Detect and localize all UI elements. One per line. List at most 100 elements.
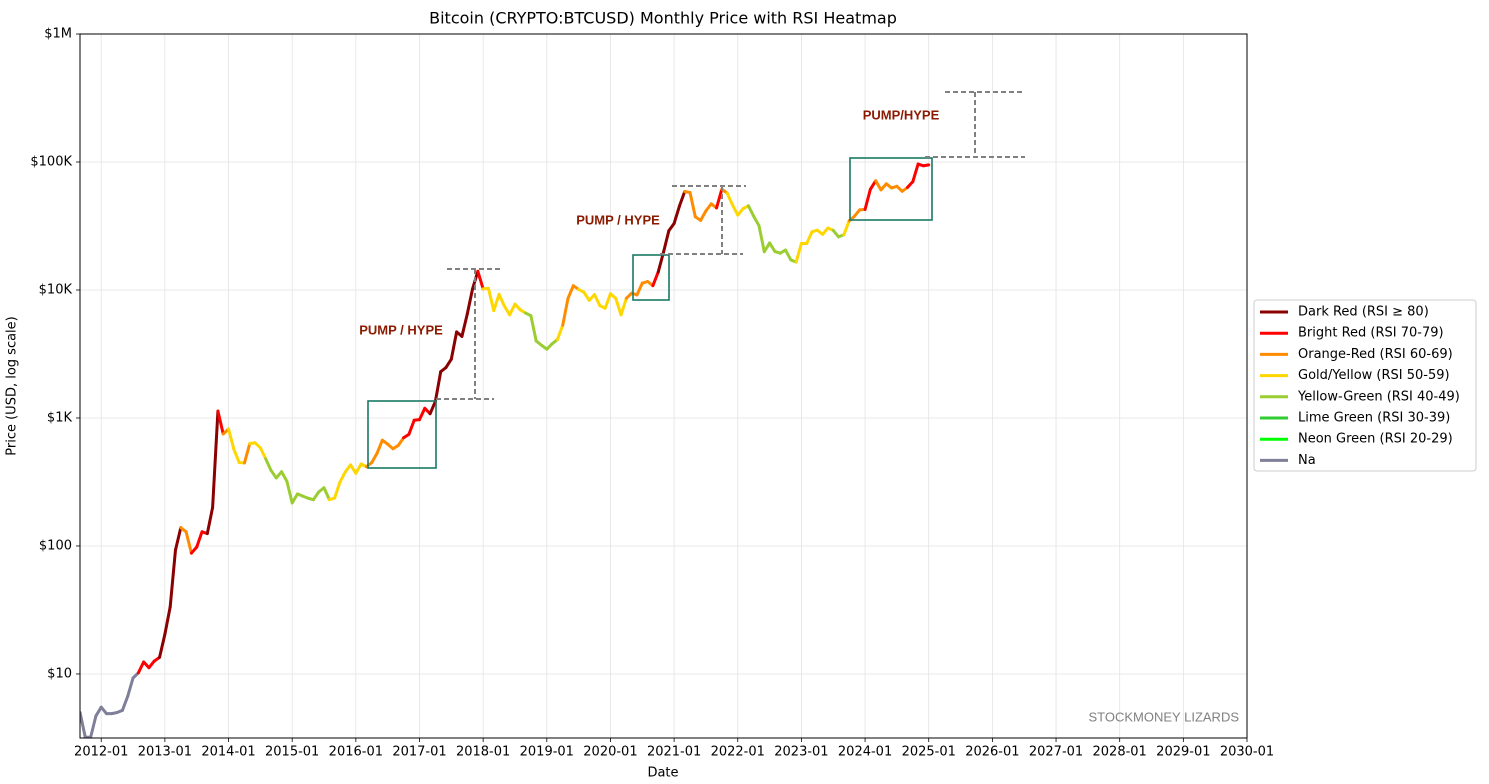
price-segment: [168, 548, 177, 609]
price-segment: [863, 187, 872, 211]
price-segment: [205, 505, 215, 536]
x-tick-label: 2016-01: [329, 745, 383, 760]
price-segment: [80, 710, 87, 738]
price-segment: [195, 530, 204, 549]
legend-label: Na: [1298, 453, 1316, 468]
price-segment: [173, 526, 183, 552]
x-tick-label: 2019-01: [520, 745, 574, 760]
price-segment: [614, 296, 623, 317]
x-tick-label: 2017-01: [392, 745, 446, 760]
price-segment: [375, 438, 384, 455]
annotation: PUMP/HYPE: [863, 107, 940, 122]
price-segment: [874, 179, 883, 192]
highlight-box: [367, 400, 437, 469]
legend-label: Gold/Yellow (RSI 50-59): [1298, 368, 1450, 383]
x-tick-label: 2027-01: [1029, 745, 1083, 760]
price-segment: [529, 314, 538, 343]
price-segment: [662, 229, 671, 254]
price-segment: [566, 284, 575, 300]
price-segment: [290, 492, 299, 505]
highlight-box: [632, 254, 670, 301]
x-tick-label: 2022-01: [711, 745, 765, 760]
price-segment: [555, 323, 565, 342]
price-segment: [280, 470, 289, 483]
price-segment: [635, 281, 644, 297]
price-segment: [444, 357, 453, 369]
price-segment: [651, 270, 660, 288]
legend-label: Dark Red (RSI ≥ 80): [1298, 305, 1429, 320]
price-segment: [805, 230, 814, 245]
price-segment: [667, 221, 676, 233]
annotations: PUMP / HYPE PUMP / HYPE PUMP/HYPE: [359, 91, 1025, 469]
chart-title: Bitcoin (CRYPTO:BTCUSD) Monthly Price wi…: [429, 9, 897, 28]
legend: [1253, 299, 1477, 472]
price-segment: [94, 705, 103, 718]
price-segment: [688, 191, 697, 219]
price-segment: [428, 399, 437, 416]
price-segment: [322, 486, 331, 502]
legend-items: Dark Red (RSI ≥ 80) Bright Red (RSI 70-79…: [1260, 305, 1460, 468]
price-segment: [333, 480, 342, 500]
price-segment: [476, 269, 485, 291]
x-tick-label: 2013-01: [138, 745, 192, 760]
price-segment: [285, 479, 294, 505]
legend-label: Lime Green (RSI 30-39): [1298, 411, 1450, 426]
y-tick-label: $100: [39, 538, 72, 553]
price-segment: [762, 241, 772, 254]
legend-label: Bright Red (RSI 70-79): [1298, 326, 1444, 341]
x-tick-label: 2028-01: [1093, 745, 1147, 760]
annotation: PUMP / HYPE: [359, 322, 443, 337]
plot-frame: [79, 33, 1248, 739]
y-tick-label: $10K: [39, 282, 73, 297]
x-tick-label: 2025-01: [902, 745, 956, 760]
x-tick-label: 2024-01: [838, 745, 892, 760]
y-tick-label: $10: [47, 666, 72, 681]
x-tick-label: 2012-01: [74, 745, 128, 760]
price-segment: [794, 241, 803, 264]
price-segment: [619, 296, 628, 317]
price-segment: [258, 446, 268, 461]
price-segment: [486, 286, 496, 313]
price-segment: [136, 660, 146, 675]
legend-label: Yellow-Green (RSI 40-49): [1297, 389, 1460, 404]
x-tick-label: 2015-01: [265, 745, 319, 760]
price-segment: [842, 219, 851, 237]
price-segment: [120, 694, 130, 712]
price-segment: [911, 162, 920, 184]
price-segment: [407, 418, 416, 436]
price-segment: [672, 204, 681, 225]
price-segment: [561, 296, 570, 327]
y-axis-label: Price (USD, log scale): [5, 316, 20, 455]
price-segment: [593, 293, 602, 308]
price-segment: [492, 292, 501, 313]
price-segment: [715, 187, 724, 210]
x-tick-label: 2030-01: [1220, 745, 1274, 760]
x-tick-label: 2023-01: [774, 745, 828, 760]
price-segment: [211, 409, 220, 509]
price-segment: [184, 530, 193, 555]
price-segment: [158, 632, 167, 659]
price-segment: [460, 312, 469, 338]
y-tick-label: $1M: [44, 27, 72, 42]
price-segment: [126, 676, 135, 698]
price-segment: [725, 191, 734, 207]
price-segment: [232, 447, 241, 464]
annotation: PUMP / HYPE: [576, 212, 660, 227]
price-segment: [216, 409, 225, 436]
price-segment: [784, 248, 793, 262]
price-segment: [603, 292, 612, 310]
x-tick-label: 2014-01: [201, 745, 255, 760]
price-segment: [311, 490, 321, 502]
price-segment: [746, 204, 756, 218]
y-tick-label: $100K: [30, 154, 72, 169]
price-segment: [582, 290, 591, 302]
price-segment: [89, 714, 98, 738]
price-segment: [242, 442, 252, 465]
highlight-box: [849, 157, 933, 221]
price-segment: [227, 427, 236, 451]
price-segment: [433, 370, 443, 403]
legend-label: Neon Green (RSI 20-29): [1298, 432, 1453, 447]
price-segment: [163, 605, 172, 636]
price-segment: [449, 330, 459, 361]
